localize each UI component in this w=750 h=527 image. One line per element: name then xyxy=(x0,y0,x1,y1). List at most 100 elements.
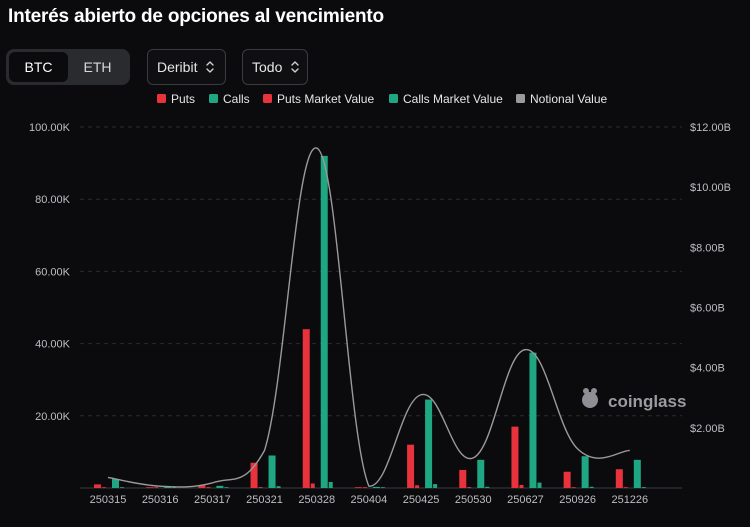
x-tick-label: 250530 xyxy=(455,494,492,506)
bar-calls-250404 xyxy=(372,486,380,488)
bar-puts-market-value-250404 xyxy=(362,487,367,488)
x-tick-label: 250627 xyxy=(507,494,544,506)
bar-series xyxy=(94,155,646,488)
legend-label: Puts Market Value xyxy=(277,92,374,106)
left-tick-label: 40.00K xyxy=(35,339,71,351)
tab-btc[interactable]: BTC xyxy=(9,52,68,82)
bar-puts-market-value-251226 xyxy=(623,487,628,488)
legend-swatch xyxy=(157,94,166,103)
x-tick-label: 251226 xyxy=(611,494,648,506)
watermark: coinglass xyxy=(582,388,686,411)
bar-puts-market-value-250627 xyxy=(519,484,524,488)
left-tick-label: 20.00K xyxy=(35,411,71,423)
coin-toggle: BTC ETH xyxy=(6,49,130,85)
x-tick-label: 250404 xyxy=(351,494,388,506)
bar-calls-market-value-250317 xyxy=(224,487,229,488)
bar-puts-market-value-250315 xyxy=(102,487,106,488)
bar-puts-250321 xyxy=(250,462,258,488)
right-tick-label: $12.00B xyxy=(690,122,731,134)
bar-calls-250315 xyxy=(112,478,119,488)
legend-label: Notional Value xyxy=(530,92,607,106)
bar-calls-250321 xyxy=(268,455,276,488)
watermark-text: coinglass xyxy=(608,392,686,411)
bar-puts-250317 xyxy=(198,485,206,488)
bar-calls-251226 xyxy=(633,459,641,488)
legend-item-calls-market-value[interactable]: Calls Market Value xyxy=(389,92,503,106)
bar-calls-250530 xyxy=(477,459,485,488)
bar-puts-market-value-250321 xyxy=(258,487,263,488)
bar-calls-250926 xyxy=(581,456,589,488)
bar-calls-market-value-250321 xyxy=(276,486,281,488)
bar-puts-market-value-250316 xyxy=(154,487,159,488)
legend-item-puts-market-value[interactable]: Puts Market Value xyxy=(263,92,374,106)
x-tick-label: 250328 xyxy=(298,494,335,506)
legend-label: Calls Market Value xyxy=(403,92,503,106)
bar-puts-250315 xyxy=(94,484,101,488)
legend-swatch xyxy=(209,94,218,103)
legend-item-puts[interactable]: Puts xyxy=(157,92,195,106)
line-series xyxy=(107,147,630,488)
x-axis: 250315 250316 250317 250321 250328 250404 2504… xyxy=(90,494,649,506)
legend-label: Puts xyxy=(171,92,195,106)
bar-calls-250316 xyxy=(164,486,172,488)
bar-puts-250627 xyxy=(511,426,519,488)
coinglass-logo-ear xyxy=(591,388,597,394)
bar-calls-market-value-250328 xyxy=(328,481,333,488)
right-axis: $2.00B $4.00B $6.00B $8.00B $10.00B $12.00B xyxy=(690,122,731,435)
x-tick-label: 250315 xyxy=(90,494,127,506)
range-select[interactable]: Todo xyxy=(242,49,308,85)
bar-calls-market-value-250530 xyxy=(485,486,490,488)
x-tick-label: 250425 xyxy=(403,494,440,506)
bar-puts-251226 xyxy=(615,469,623,488)
right-tick-label: $8.00B xyxy=(690,242,725,254)
legend-label: Calls xyxy=(223,92,250,106)
bar-puts-market-value-250425 xyxy=(415,485,420,488)
bar-calls-market-value-250316 xyxy=(172,487,177,488)
legend-swatch xyxy=(516,94,525,103)
coinglass-logo-icon xyxy=(582,392,598,408)
bar-puts-250425 xyxy=(407,444,415,488)
bar-calls-250317 xyxy=(216,485,224,488)
legend-swatch xyxy=(263,94,272,103)
right-tick-label: $6.00B xyxy=(690,303,725,315)
bar-puts-250530 xyxy=(459,469,467,488)
left-axis: 20.00K 40.00K 60.00K 80.00K 100.00K xyxy=(29,122,71,423)
x-tick-label: 250321 xyxy=(246,494,283,506)
tab-eth[interactable]: ETH xyxy=(83,59,112,75)
left-tick-label: 60.00K xyxy=(35,266,71,278)
legend-item-notional-value[interactable]: Notional Value xyxy=(516,92,607,106)
bar-calls-market-value-250926 xyxy=(589,486,594,488)
legend-item-calls[interactable]: Calls xyxy=(209,92,250,106)
right-tick-label: $2.00B xyxy=(690,423,725,435)
bar-calls-market-value-250627 xyxy=(537,482,542,488)
bar-puts-market-value-250328 xyxy=(310,483,315,488)
bar-calls-market-value-250425 xyxy=(433,484,438,488)
bar-puts-market-value-250317 xyxy=(206,487,211,488)
right-tick-label: $4.00B xyxy=(690,363,725,375)
x-tick-label: 250316 xyxy=(142,494,179,506)
page-title: Interés abierto de opciones al vencimien… xyxy=(8,6,384,27)
bar-puts-250328 xyxy=(302,329,310,488)
chevron-updown-icon xyxy=(290,60,300,74)
chevron-updown-icon xyxy=(205,60,215,74)
bar-puts-market-value-250926 xyxy=(571,487,576,488)
left-tick-label: 80.00K xyxy=(35,194,71,206)
bar-calls-250425 xyxy=(425,399,433,488)
legend-swatch xyxy=(389,94,398,103)
bar-calls-market-value-250315 xyxy=(120,487,124,488)
right-tick-label: $10.00B xyxy=(690,182,731,194)
bar-puts-250316 xyxy=(146,487,154,488)
bar-calls-market-value-251226 xyxy=(641,487,646,488)
x-tick-label: 250926 xyxy=(559,494,596,506)
bar-calls-250627 xyxy=(529,352,537,488)
chart-legend: Puts Calls Puts Market Value Calls Market V… xyxy=(157,92,607,106)
bar-calls-250328 xyxy=(320,155,328,488)
bar-puts-250926 xyxy=(563,471,571,488)
left-tick-label: 100.00K xyxy=(29,122,71,134)
x-tick-label: 250317 xyxy=(194,494,231,506)
chart-grid xyxy=(80,126,682,489)
range-select-value: Todo xyxy=(252,59,283,75)
exchange-select[interactable]: Deribit xyxy=(147,49,226,85)
coinglass-logo-ear xyxy=(583,388,589,394)
